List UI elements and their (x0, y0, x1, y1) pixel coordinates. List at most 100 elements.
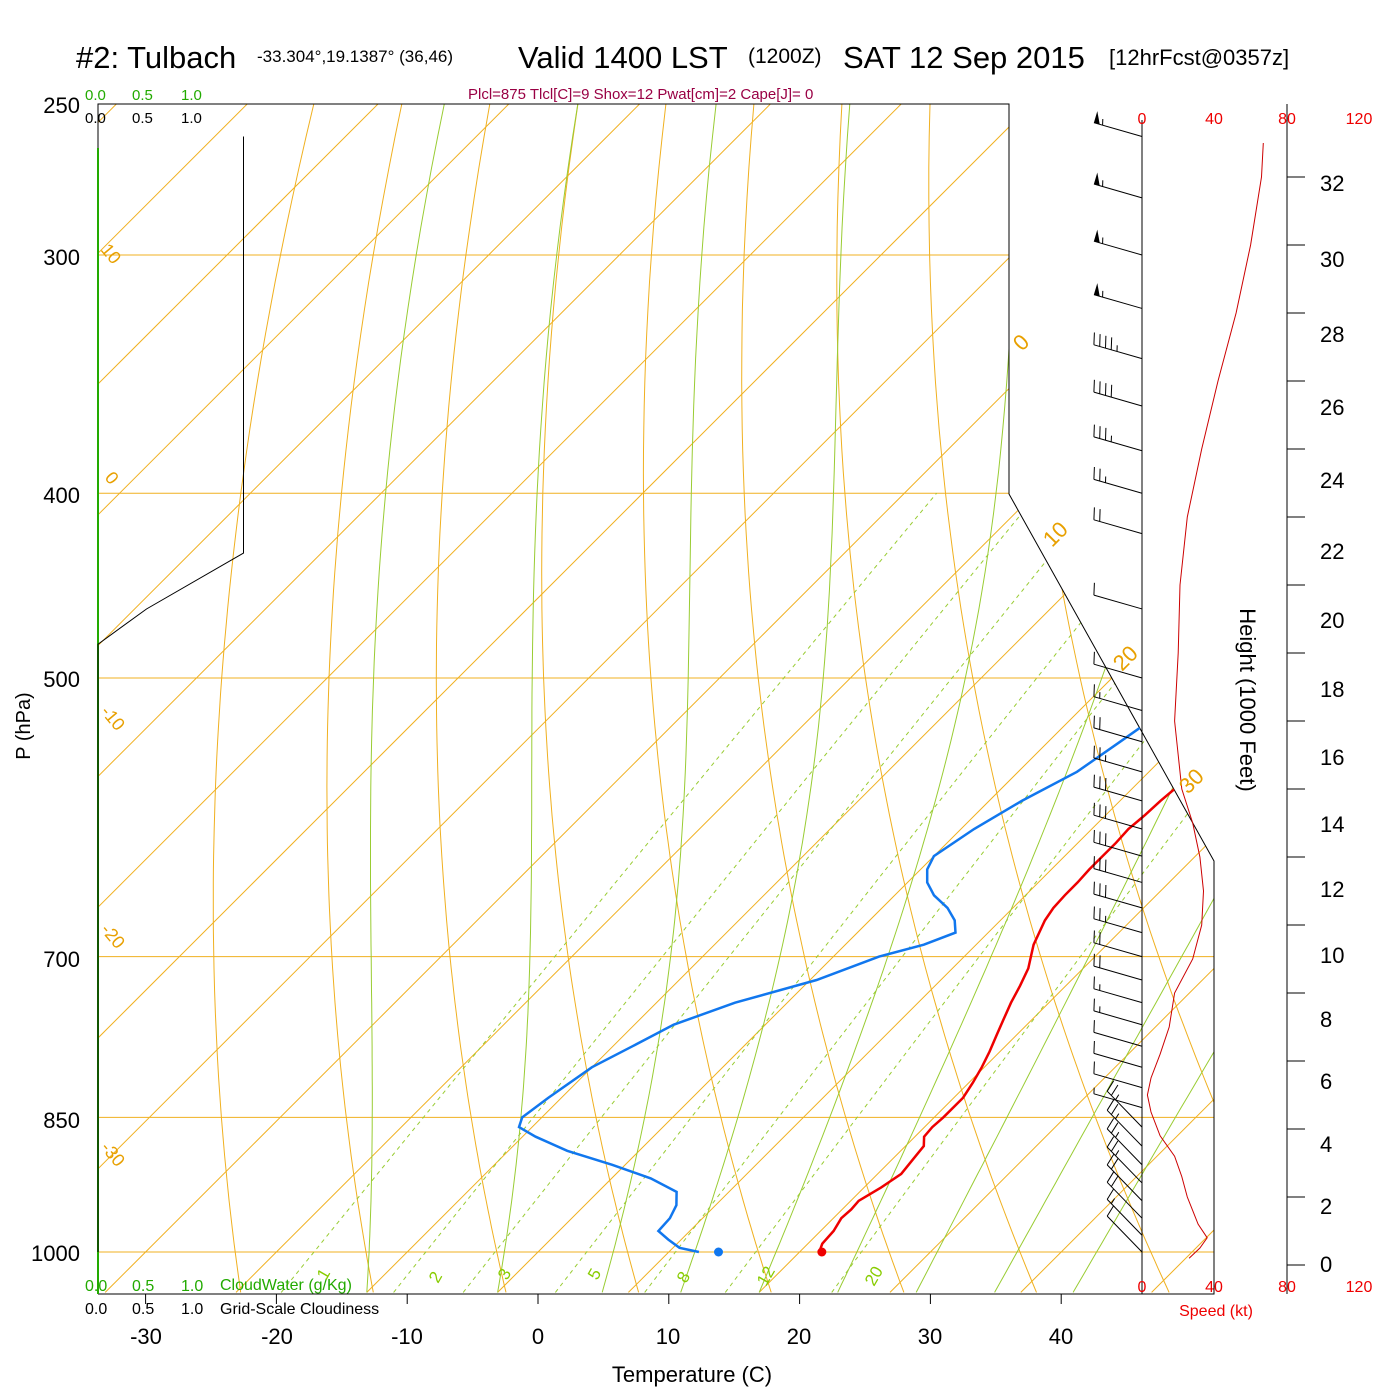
cloudiness-scale-bottom-0: 0.0 (85, 1301, 107, 1318)
wind-barb-flag (1093, 774, 1095, 788)
cloudiness-label: Grid-Scale Cloudiness (220, 1301, 379, 1318)
wind-barb (1093, 998, 1143, 1026)
isotherm-line (98, 104, 936, 1293)
speed-tick-bottom-0: 0 (1138, 1279, 1147, 1296)
dry-adiabat (741, 104, 905, 1293)
isotherm-line (758, 104, 1214, 1293)
isotherm-label-left-0: 0 (101, 468, 123, 489)
mixing-ratio-line (280, 492, 937, 1293)
height-tick-30: 30 (1320, 247, 1344, 272)
isotherm-line (235, 104, 1214, 1293)
pressure-tick-500: 500 (43, 667, 80, 692)
cloudwater-scale-bottom-0: 0.0 (85, 1278, 107, 1295)
speed-tick-top-0: 0 (1138, 111, 1147, 128)
dewpoint-trace (517, 136, 1214, 1254)
moist-adiabat (758, 104, 1023, 1293)
height-axis-title: Height (1000 Feet) (1235, 608, 1260, 791)
wind-barb-flag (1110, 1122, 1119, 1134)
cloudwater-scale-top-2: 1.0 (181, 87, 202, 104)
wind-barb (1106, 1099, 1143, 1147)
isotherm-line (1151, 104, 1214, 1293)
wind-barb (1093, 1040, 1143, 1068)
wind-barb (1093, 111, 1143, 137)
x-axis-title: Temperature (C) (612, 1362, 772, 1387)
wind-barb (1093, 507, 1143, 535)
wind-barb-staff (1093, 893, 1143, 909)
background-grid (98, 70, 1400, 1293)
wind-barb (1093, 930, 1143, 958)
isotherm-line (98, 104, 282, 1293)
wind-barb-staff (1106, 1164, 1143, 1202)
dry-adiabat (1366, 70, 1400, 1292)
isotherm-line (98, 104, 543, 1293)
pressure-tick-850: 850 (43, 1108, 80, 1133)
wind-barb (1106, 1171, 1143, 1219)
wind-barb (1093, 881, 1143, 909)
isotherm-label-left-neg20: -20 (97, 920, 129, 953)
utc-time: (1200Z) (748, 45, 822, 68)
wind-barb-staff (1093, 1073, 1143, 1089)
moist-adiabat (680, 104, 853, 1293)
isotherm-line (98, 104, 1067, 1293)
isotherm-line (366, 104, 1214, 1293)
wind-barb-staff (1093, 841, 1143, 857)
moist-adiabat (497, 104, 584, 1293)
wind-barb-staff (1093, 1052, 1143, 1068)
wind-barb (1106, 1080, 1143, 1128)
wind-barb-flag (1106, 1118, 1115, 1130)
wind-barb-flag (1093, 507, 1095, 520)
wind-barb (1093, 976, 1143, 1004)
speed-tick-bottom-80: 80 (1278, 1279, 1296, 1296)
wind-barb-flag (1093, 930, 1095, 943)
dry-adiabat (836, 104, 1037, 1293)
wind-barb-flag (1093, 379, 1095, 393)
stability-indices: Plcl=875 Tlcl[C]=9 Shox=12 Pwat[cm]=2 Ca… (468, 86, 813, 103)
wind-barb-staff (1093, 391, 1143, 407)
speed-tick-bottom-120: 120 (1346, 1279, 1373, 1296)
wind-barb-staff (1093, 1093, 1143, 1109)
mixing-ratio-line (831, 492, 1214, 1293)
wind-barb-staff (1093, 868, 1143, 883)
wind-profile (1093, 111, 1264, 1294)
mixing-ratio-line (555, 492, 1185, 1293)
speed-tick-bottom-40: 40 (1205, 1279, 1223, 1296)
y-axis-title: P (hPa) (13, 692, 35, 759)
wind-barb-flag (1093, 881, 1095, 895)
wind-barb-staff (1093, 294, 1143, 309)
height-tick-24: 24 (1320, 468, 1344, 493)
moist-adiabat (1072, 104, 1214, 1293)
wind-barb-staff (1106, 1109, 1143, 1147)
wind-barb-flag (1093, 582, 1095, 596)
moist-adiabat (366, 104, 452, 1293)
wind-barb-staff (1106, 1181, 1143, 1219)
wind-barb (1093, 582, 1143, 610)
dry-adiabat (928, 104, 1170, 1293)
speed-axis-title: Speed (kt) (1179, 1303, 1253, 1320)
wind-barb-flag (1093, 906, 1095, 919)
wind-barb (1093, 829, 1143, 857)
wind-barb-staff (1093, 1031, 1143, 1047)
wind-barb-staff (1093, 122, 1143, 137)
mixing-ratio-line (644, 492, 1214, 1293)
wind-barb-staff (1093, 478, 1143, 494)
wind-barb-flag (1106, 1171, 1115, 1183)
wind-barb-flag (1093, 953, 1095, 967)
height-tick-14: 14 (1320, 812, 1344, 837)
cloudwater-scale-top-0: 0.0 (85, 87, 106, 104)
height-tick-26: 26 (1320, 395, 1344, 420)
wind-barb (1093, 229, 1143, 256)
mixing-ratio-label-3: 3 (494, 1265, 515, 1283)
wind-speed-trace (1146, 142, 1264, 1259)
isotherm-label-right-0: 0 (1008, 329, 1034, 355)
height-tick-18: 18 (1320, 677, 1344, 702)
temperature-trace (818, 136, 1214, 1253)
height-tick-2: 2 (1320, 1194, 1332, 1219)
wind-barb-staff (1093, 1010, 1143, 1026)
wind-barb-flag (1093, 976, 1095, 989)
height-tick-16: 16 (1320, 745, 1344, 770)
wind-barb-flag (1106, 1205, 1115, 1217)
wind-barb-staff (1106, 1146, 1143, 1184)
wind-barb-staff (1093, 183, 1143, 199)
wind-barb-flag (1110, 1103, 1119, 1115)
temp-tick-20: 20 (787, 1324, 811, 1349)
